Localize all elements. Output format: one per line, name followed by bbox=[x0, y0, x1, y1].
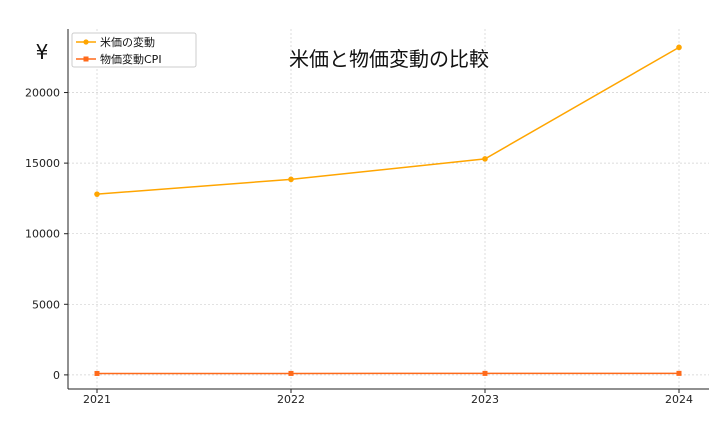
axes bbox=[67, 29, 709, 390]
data-point-0-0 bbox=[94, 191, 100, 197]
legend-label-rice: 米価の変動 bbox=[100, 35, 155, 49]
y-tick-label: 0 bbox=[53, 369, 60, 382]
x-tick-label: 2022 bbox=[277, 393, 305, 406]
data-point-0-3 bbox=[676, 44, 682, 51]
chart-title: 米価と物価変動の比較 bbox=[289, 47, 489, 71]
x-tick-label: 2024 bbox=[665, 393, 693, 406]
legend-label-cpi: 物価変動CPI bbox=[100, 52, 162, 66]
y-tick-label: 5000 bbox=[32, 298, 60, 311]
series-layer bbox=[94, 44, 682, 376]
x-tick-label: 2023 bbox=[471, 393, 499, 406]
data-point-0-1 bbox=[288, 176, 294, 183]
gridlines bbox=[68, 29, 709, 389]
y-tick-label: 10000 bbox=[25, 228, 60, 241]
data-point-1-0 bbox=[94, 370, 100, 376]
data-point-1-3 bbox=[676, 370, 682, 376]
legend-marker-rice bbox=[83, 39, 89, 45]
y-ticks: 0 5000 10000 15000 20000 bbox=[25, 87, 68, 382]
y-axis-label: ¥ bbox=[36, 40, 49, 64]
y-tick-label: 15000 bbox=[25, 157, 60, 170]
legend-box bbox=[71, 32, 197, 68]
data-point-1-2 bbox=[482, 370, 488, 376]
y-tick-label: 20000 bbox=[25, 87, 60, 100]
legend: 米価の変動 物価変動CPI bbox=[71, 32, 197, 68]
x-tick-label: 2021 bbox=[83, 393, 111, 406]
data-point-0-2 bbox=[482, 156, 488, 162]
data-point-1-1 bbox=[288, 370, 294, 376]
x-ticks: 2021 2022 2023 2024 bbox=[83, 389, 693, 406]
series-line-0 bbox=[96, 46, 680, 195]
legend-marker-cpi bbox=[83, 56, 89, 62]
